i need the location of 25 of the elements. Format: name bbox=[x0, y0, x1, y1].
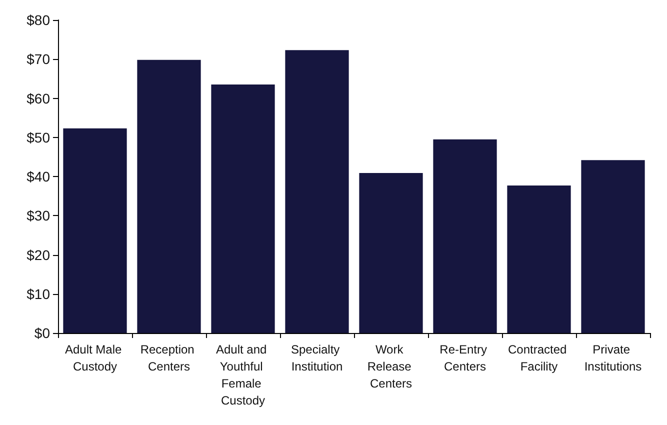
bar bbox=[63, 128, 127, 333]
y-tick-label: $10 bbox=[26, 286, 50, 302]
bar bbox=[433, 139, 497, 333]
bar bbox=[137, 60, 201, 333]
x-tick-label: Adult and Youthful Female Custody bbox=[216, 342, 270, 408]
y-tick-label: $0 bbox=[34, 325, 50, 341]
x-tick-label: Re-Entry Centers bbox=[440, 342, 490, 374]
y-tick-label: $70 bbox=[26, 51, 50, 68]
y-tick-label: $50 bbox=[26, 129, 50, 146]
x-tick-label: Reception Centers bbox=[140, 342, 198, 374]
x-tick-label: Contracted Facility bbox=[508, 342, 570, 374]
x-tick-label: Work Release Centers bbox=[367, 342, 415, 390]
bar bbox=[581, 160, 645, 333]
y-tick-label: $20 bbox=[26, 246, 50, 263]
y-tick-label: $80 bbox=[26, 12, 50, 28]
y-tick-label: $40 bbox=[26, 168, 50, 184]
bar bbox=[507, 186, 571, 333]
y-tick-label: $30 bbox=[26, 208, 50, 224]
y-tick-label: $60 bbox=[26, 90, 50, 106]
bar bbox=[211, 84, 275, 333]
x-tick-label: Private Institutions bbox=[584, 342, 642, 374]
bar bbox=[285, 50, 349, 333]
bar bbox=[359, 172, 423, 333]
x-tick-label: Adult Male Custody bbox=[64, 342, 126, 374]
x-tick-label: Specialty Institution bbox=[290, 342, 344, 374]
